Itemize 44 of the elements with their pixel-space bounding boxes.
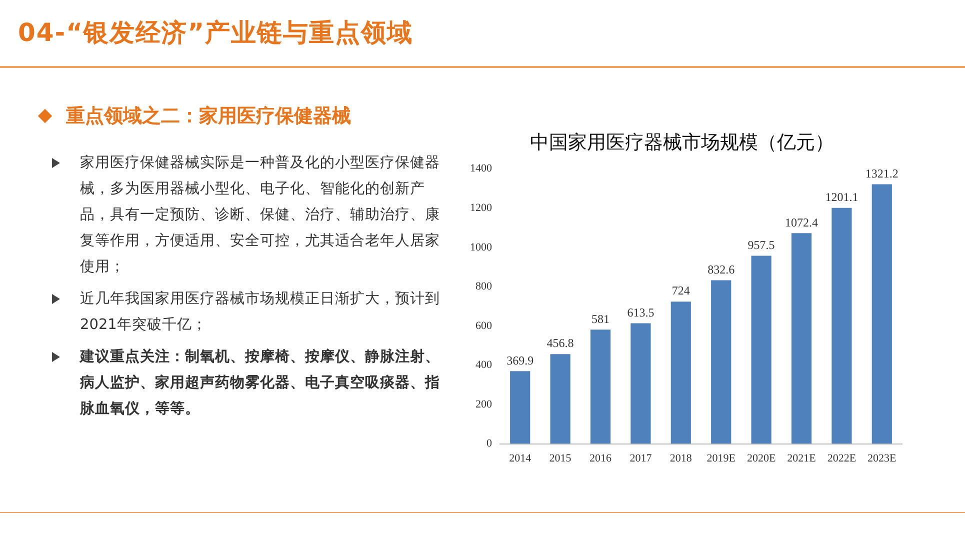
x-tick-label: 2019E [706, 452, 736, 464]
data-label: 456.8 [546, 336, 574, 350]
y-tick-label: 600 [476, 320, 492, 332]
text: 重点领域之二：家用医疗保健器械 [66, 104, 351, 129]
y-tick-label: 0 [486, 438, 492, 450]
x-tick-label: 2022E [827, 452, 856, 464]
x-tick-label: 2015 [549, 452, 572, 464]
data-label: 1321.2 [865, 166, 898, 180]
y-tick-label: 1200 [470, 202, 492, 214]
x-tick-label: 2023E [868, 452, 897, 464]
data-label: 369.9 [506, 353, 534, 368]
x-tick-label: 2020E [746, 452, 776, 464]
y-tick-label: 800 [476, 280, 492, 293]
x-tick-label: 2018 [670, 452, 692, 464]
data-label: 613.5 [627, 305, 654, 320]
bar [832, 208, 852, 444]
y-tick-label: 200 [476, 398, 492, 410]
text: 近几年我国家用医疗器械市场规模正日渐扩大，预计到2021年突破千亿； [80, 290, 441, 335]
x-tick-label: 2017 [630, 452, 652, 464]
bar [630, 323, 651, 444]
data-label: 957.5 [748, 238, 775, 252]
bar [590, 330, 611, 444]
x-tick-label: 2014 [509, 452, 532, 464]
bar [510, 371, 530, 444]
chart-title: 中国家用医疗器械市场规模（亿元） [530, 131, 834, 154]
data-label: 1072.4 [785, 215, 818, 230]
data-label: 832.6 [708, 262, 735, 276]
bar [550, 354, 570, 444]
y-tick-label: 400 [476, 359, 492, 372]
y-tick-label: 1400 [470, 162, 492, 175]
text: 家用医疗保健器械实际是一种普及化的小型医疗保健器械，多为医用器械小型化、电子化、智能化的创新产品，具有一定预防、诊断、保健、治疗、辅助治疗、康复等作用，方便适用、安全可控，尤其适合老年人居家使用； [80, 154, 441, 277]
bar [670, 302, 691, 444]
bar [791, 233, 812, 444]
x-tick-label: 2016 [590, 452, 612, 464]
bar [711, 280, 732, 444]
text: 建议重点关注：制氧机、按摩椅、按摩仪、静脉注射、病人监护、家用超声药物雾化器、电子真空吸痰器、指脉血氧仪，等等。 [80, 348, 441, 419]
data-label: 581 [592, 312, 610, 326]
data-label: 1201.1 [825, 190, 858, 204]
y-tick-label: 1000 [470, 241, 492, 254]
bar [872, 184, 892, 444]
data-label: 724 [672, 284, 690, 298]
text: 04-“银发经济”产业链与重点领域 [18, 17, 414, 49]
x-tick-label: 2021E [787, 452, 816, 464]
bar [751, 256, 772, 444]
